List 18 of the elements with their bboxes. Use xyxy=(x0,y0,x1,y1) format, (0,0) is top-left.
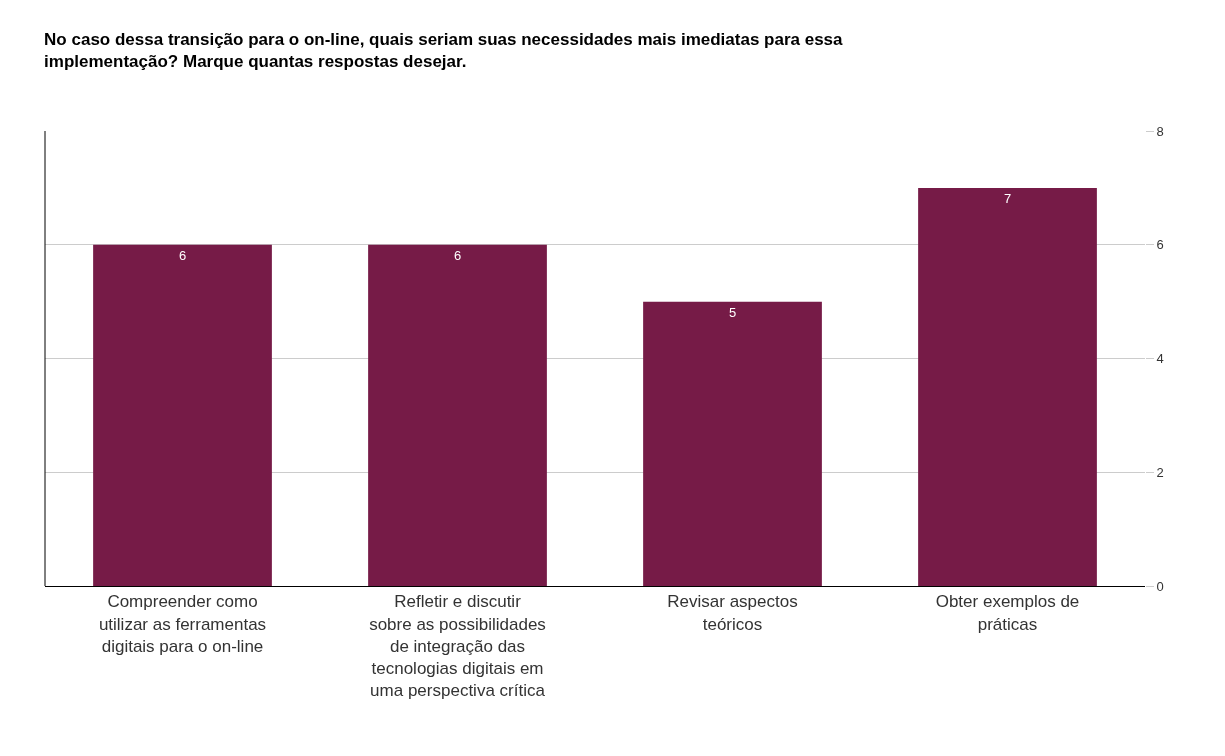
y-tick-label: 0 xyxy=(1156,578,1164,594)
bar xyxy=(918,187,1097,586)
data-label: 7 xyxy=(1003,190,1012,206)
bar xyxy=(93,244,272,586)
x-tick-label: Revisar aspectos teóricos xyxy=(667,592,798,634)
bar xyxy=(368,244,547,586)
y-tick-label: 4 xyxy=(1156,351,1164,367)
y-tick-label: 2 xyxy=(1156,464,1164,480)
x-tick-label: Compreender como utilizar as ferramentas digitais para o on-line xyxy=(98,592,267,656)
data-label: 6 xyxy=(453,247,462,263)
x-tick-label: Obter exemplos de práticas xyxy=(935,592,1080,634)
y-tick-label: 6 xyxy=(1156,237,1164,253)
data-label: 5 xyxy=(728,304,737,320)
y-tick-label: 8 xyxy=(1156,123,1164,139)
bar xyxy=(643,301,822,586)
data-label: 6 xyxy=(178,247,187,263)
x-tick-label: Refletir e discutir sobre as possibilidades de integração das tecnologias digitais em uma perspectiva crítica xyxy=(369,592,546,700)
chart-title: No caso dessa transição para o on-line, quais seriam suas necessidades mais imediatas para essa implementação? Marque quantas respostas desejar. xyxy=(44,30,844,72)
